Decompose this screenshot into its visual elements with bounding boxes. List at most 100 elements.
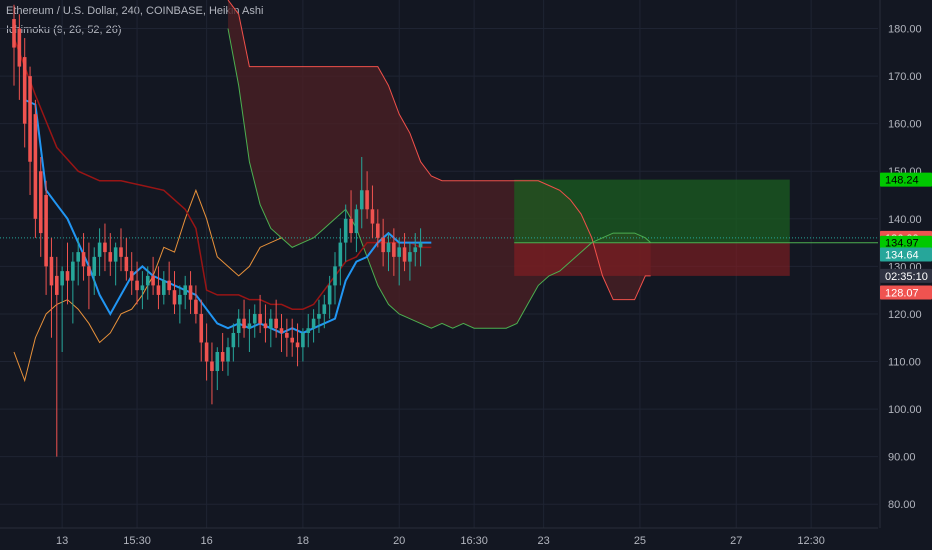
profit-zone bbox=[514, 179, 790, 243]
target-price-tag: 148.24 bbox=[885, 175, 919, 187]
indicator-label[interactable]: Ichimoku (9, 26, 52, 26) bbox=[6, 24, 122, 36]
candle-body bbox=[71, 261, 75, 281]
entry-price-tag: 134.97 bbox=[885, 238, 919, 250]
candle-body bbox=[311, 318, 316, 329]
kumo-fill bbox=[228, 0, 651, 329]
candle-body bbox=[55, 275, 59, 295]
candle-body bbox=[413, 247, 418, 253]
y-tick-label: 120.00 bbox=[888, 309, 922, 321]
stop-price-tag: 134.64 bbox=[885, 249, 919, 261]
candle-body bbox=[210, 361, 214, 372]
candle-body bbox=[119, 247, 123, 257]
candle-body bbox=[359, 190, 364, 210]
candle-body bbox=[306, 328, 311, 333]
candle-body bbox=[236, 318, 241, 333]
candle-body bbox=[17, 28, 22, 67]
candle-body bbox=[113, 247, 118, 262]
candle-body bbox=[167, 280, 171, 291]
target-price-tag-bg bbox=[880, 172, 932, 187]
candle-body bbox=[402, 247, 407, 262]
candle-body bbox=[151, 275, 155, 286]
candle-body bbox=[252, 313, 257, 324]
candle-body bbox=[381, 237, 385, 253]
candle-body bbox=[258, 313, 262, 324]
x-tick-label: 27 bbox=[730, 535, 742, 547]
candle-body bbox=[242, 318, 246, 329]
candle-body bbox=[204, 342, 209, 362]
candle-body bbox=[22, 57, 27, 124]
x-tick-label: 15:30 bbox=[123, 535, 151, 547]
candle-body bbox=[343, 218, 348, 243]
candle-body bbox=[408, 252, 412, 262]
candle-body bbox=[354, 209, 359, 234]
x-tick-label: 16:30 bbox=[460, 535, 488, 547]
candle-body bbox=[178, 294, 182, 305]
chart-title: Ethereum / U.S. Dollar, 240, COINBASE, H… bbox=[6, 5, 264, 17]
ichimoku-lines bbox=[13, 0, 651, 383]
candle-body bbox=[285, 332, 289, 338]
candle-body bbox=[145, 275, 150, 286]
y-tick-label: 180.00 bbox=[888, 24, 922, 36]
candle-body bbox=[295, 342, 300, 348]
x-tick-label: 13 bbox=[56, 535, 68, 547]
candle-body bbox=[397, 247, 401, 257]
candle-body bbox=[49, 256, 54, 286]
candle-body bbox=[226, 347, 230, 362]
x-tick-label: 20 bbox=[393, 535, 405, 547]
leading-span-b bbox=[227, 0, 651, 301]
x-tick-label: 23 bbox=[538, 535, 550, 547]
candle-body bbox=[108, 252, 113, 262]
candle-body bbox=[124, 256, 129, 272]
candle-body bbox=[87, 266, 91, 276]
low-price-tag: 128.07 bbox=[885, 288, 919, 300]
candle-body bbox=[199, 313, 204, 343]
candle-body bbox=[392, 242, 396, 257]
entry-price-tag-bg bbox=[880, 235, 932, 250]
ichimoku-cloud bbox=[228, 0, 651, 329]
candle-body bbox=[81, 252, 86, 267]
y-tick-label: 170.00 bbox=[888, 71, 922, 83]
countdown-tag-bg bbox=[880, 268, 932, 283]
candle-body bbox=[327, 285, 332, 305]
y-tick-label: 90.00 bbox=[888, 452, 916, 464]
candle-body bbox=[172, 290, 177, 305]
candle-body bbox=[274, 318, 278, 329]
candle-body bbox=[129, 271, 134, 281]
y-tick-label: 160.00 bbox=[888, 119, 922, 131]
candle-body bbox=[220, 352, 225, 362]
candle-body bbox=[263, 323, 268, 329]
y-tick-label: 140.00 bbox=[888, 214, 922, 226]
x-tick-label: 12:30 bbox=[797, 535, 825, 547]
candle-body bbox=[349, 218, 353, 234]
candle-body bbox=[290, 337, 294, 343]
x-tick-label: 25 bbox=[634, 535, 646, 547]
candle-body bbox=[65, 271, 70, 281]
stop-price-tag-bg bbox=[880, 247, 932, 262]
candle-body bbox=[376, 223, 380, 238]
candle-body bbox=[38, 171, 43, 234]
candle-body bbox=[279, 328, 284, 333]
candle-body bbox=[333, 266, 337, 286]
candle-body bbox=[247, 323, 252, 329]
candle-body bbox=[386, 242, 391, 253]
y-tick-label: 80.00 bbox=[888, 499, 916, 511]
candle-body bbox=[103, 242, 107, 253]
candle-body bbox=[28, 76, 32, 162]
candle-body bbox=[215, 352, 220, 372]
candle-body bbox=[317, 313, 321, 319]
candle-body bbox=[194, 299, 198, 314]
candles bbox=[12, 4, 423, 457]
loss-zone bbox=[514, 242, 790, 276]
candle-body bbox=[418, 242, 423, 248]
candle-body bbox=[231, 332, 236, 348]
candle-body bbox=[156, 285, 161, 295]
candle-body bbox=[12, 19, 16, 48]
candle-body bbox=[301, 332, 305, 348]
candle-body bbox=[338, 242, 343, 267]
x-tick-label: 16 bbox=[200, 535, 212, 547]
candle-body bbox=[188, 285, 193, 300]
price-axis: 180.00170.00160.00150.00140.00130.00120.… bbox=[879, 0, 922, 528]
candle-body bbox=[135, 280, 139, 291]
